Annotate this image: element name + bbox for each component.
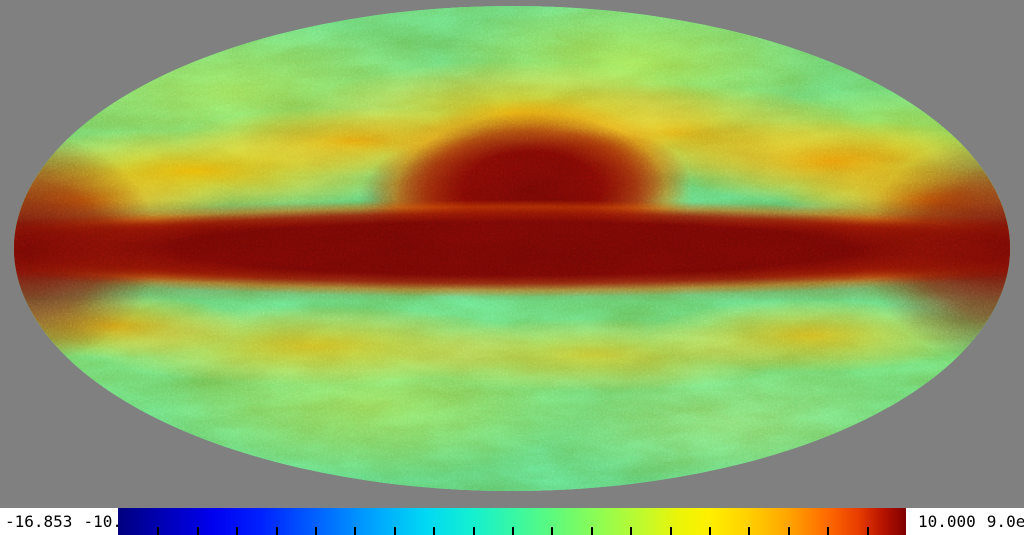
colorbar-tick bbox=[196, 527, 199, 535]
colorbar-tick bbox=[472, 527, 475, 535]
colorbar-tick bbox=[236, 527, 239, 535]
colorbar-min-labels: -16.853 -10.000 bbox=[0, 508, 151, 535]
colorbar-tick bbox=[354, 527, 357, 535]
colorbar-tick bbox=[590, 527, 593, 535]
colorbar-tick bbox=[669, 527, 672, 535]
grain-noise-svg bbox=[14, 6, 1010, 491]
colorbar-tick bbox=[709, 527, 711, 535]
colorbar-tick bbox=[315, 527, 317, 535]
colorbar-tick bbox=[748, 527, 751, 535]
colorbar-tick bbox=[551, 527, 554, 535]
colorbar-tick bbox=[393, 527, 396, 535]
colorbar-tick bbox=[630, 527, 633, 535]
colorbar-tick bbox=[512, 527, 514, 535]
colorbar-row: -16.853 -10.000 10.000 9.0e+03 bbox=[0, 508, 1024, 535]
colorbar-tick bbox=[433, 527, 436, 535]
colorbar-tick bbox=[787, 527, 790, 535]
colorbar-high-label: 10.000 bbox=[918, 512, 976, 531]
colorbar-tick bbox=[275, 527, 278, 535]
colorbar-tick bbox=[157, 527, 160, 535]
colorbar-max-labels: 10.000 9.0e+03 bbox=[906, 508, 1024, 535]
colorbar-tick bbox=[827, 527, 830, 535]
colorbar-gradient[interactable] bbox=[118, 508, 906, 535]
sky-map-area bbox=[14, 6, 1010, 491]
mollweide-projection-ellipse bbox=[14, 6, 1010, 491]
colorbar-min-label: -16.853 bbox=[5, 512, 73, 531]
sky-pixel-grain bbox=[14, 6, 1010, 491]
colorbar-tick bbox=[866, 527, 869, 535]
colorbar-max-label: 9.0e+03 bbox=[986, 512, 1024, 531]
